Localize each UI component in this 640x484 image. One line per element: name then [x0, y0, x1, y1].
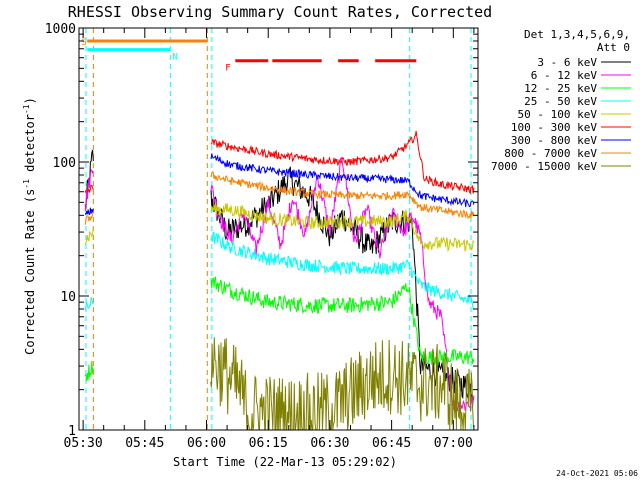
legend-label: 300 - 800 keV — [511, 134, 597, 147]
series-7 — [84, 171, 475, 225]
y-axis-label-main: Corrected Count Rate (s — [23, 189, 37, 355]
legend-header-line-1: Det 1,3,4,5,6,9, — [524, 28, 630, 41]
series-group — [84, 130, 475, 430]
x-axis-label: Start Time (22-Mar-13 05:29:02) — [173, 455, 397, 469]
legend-label: 25 - 50 keV — [524, 95, 597, 108]
y-axis-label-sup2: -1 — [22, 104, 31, 114]
timestamp: 24-Oct-2021 05:06 — [556, 469, 638, 478]
series-8 — [210, 337, 474, 430]
x-tick-label: 06:30 — [310, 436, 349, 451]
x-tick-label: 05:30 — [64, 436, 103, 451]
x-tick-label: 06:45 — [372, 436, 411, 451]
x-tick-label: 06:15 — [249, 436, 288, 451]
flag-label-0: S — [81, 38, 86, 48]
legend-label: 100 - 300 keV — [511, 121, 597, 134]
legend-header-line-2: Att 0 — [597, 41, 630, 54]
flag-label-2: F — [225, 64, 230, 74]
legend-label: 7000 - 15000 keV — [491, 160, 597, 173]
plot-area: S N F 1 10 100 1000 05:30 05:45 06:00 06:15 06:30 06… — [45, 22, 479, 451]
x-tick-label: 07:00 — [434, 436, 473, 451]
x-tick-label: 05:45 — [125, 436, 164, 451]
y-axis-label: Corrected Count Rate (s-1 detector-1) — [22, 97, 37, 355]
y-axis: 1 10 100 1000 — [45, 22, 478, 439]
series-5 — [84, 130, 475, 195]
series-1 — [84, 156, 475, 413]
y-tick-label: 1000 — [45, 22, 76, 37]
x-axis: 05:30 05:45 06:00 06:15 06:30 06:45 07:00 — [64, 28, 475, 451]
plot-frame — [78, 27, 479, 431]
series-2 — [84, 276, 475, 381]
y-axis-label-sup1: -1 — [22, 179, 31, 189]
legend-label: 800 - 7000 keV — [504, 147, 597, 160]
y-axis-label-mid: detector — [23, 114, 37, 179]
y-tick-label: 100 — [53, 156, 76, 171]
series-6 — [84, 153, 475, 216]
legend-label: 6 - 12 keV — [531, 69, 598, 82]
series-3 — [84, 231, 474, 310]
y-axis-label-end: ) — [23, 97, 37, 104]
chart-title: RHESSI Observing Summary Count Rates, Co… — [68, 3, 492, 21]
y-tick-label: 10 — [60, 290, 76, 305]
series-4 — [84, 202, 475, 253]
x-tick-label: 06:00 — [187, 436, 226, 451]
legend-label: 3 - 6 keV — [537, 56, 597, 69]
legend-label: 12 - 25 keV — [524, 82, 597, 95]
flag-label-1: N — [172, 53, 177, 63]
y-tick-label: 1 — [68, 424, 76, 439]
legend-label: 50 - 100 keV — [518, 108, 598, 121]
